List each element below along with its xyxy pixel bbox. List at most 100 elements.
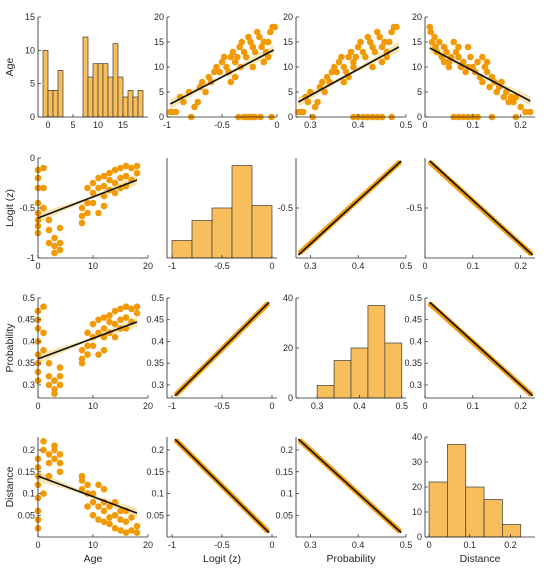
histogram-bar	[92, 63, 99, 118]
scatter-point	[507, 93, 515, 101]
x-tick-label: 0	[269, 540, 274, 550]
histogram-bar	[82, 36, 89, 118]
panel-r1-c0: 0 10 20 -1 -0.5 0 Logit (z)	[4, 153, 153, 271]
scatter-point	[117, 174, 124, 182]
y-tick-label: 0.05	[146, 510, 164, 520]
scatter-point	[299, 108, 307, 116]
scatter-point	[357, 38, 364, 46]
scatter-point	[133, 169, 141, 177]
scatter-point	[172, 108, 180, 116]
scatter-point	[100, 314, 108, 321]
scatter-point	[95, 209, 102, 217]
scatter-point	[216, 68, 224, 76]
scatter-point	[111, 511, 119, 519]
scatter-point	[510, 98, 517, 106]
scatter-point	[205, 73, 213, 81]
y-axis-label: Age	[4, 58, 16, 77]
scatter-point	[111, 166, 119, 174]
scatter-point	[369, 63, 376, 71]
y-tick-label: 0	[159, 112, 164, 122]
y-tick-label: 0	[417, 532, 422, 542]
scatter-point	[242, 53, 250, 61]
scatter-point	[106, 318, 113, 326]
histogram-bar	[502, 524, 522, 538]
x-tick-label: 0.4	[352, 261, 365, 271]
scatter-point	[128, 305, 135, 313]
x-axis-label: Probability	[326, 553, 376, 565]
histogram-bar	[87, 76, 94, 118]
histogram-bar	[137, 89, 144, 118]
y-tick-label: 15	[412, 37, 422, 47]
scatter-point	[488, 73, 496, 81]
panel-r3-c2: 0.3 0.4 0.5 0.05 0.1 0.15 0.2 Probability	[275, 437, 412, 565]
x-tick-label: -1	[168, 261, 176, 271]
scatter-point	[378, 58, 386, 66]
scatter-point	[111, 525, 119, 532]
scatter-point	[84, 209, 91, 217]
histogram-bar	[107, 76, 114, 118]
y-tick-label: 0.15	[146, 467, 164, 477]
y-tick-label: 10	[412, 507, 422, 517]
scatter-point	[95, 329, 102, 337]
scatter-point	[100, 172, 108, 180]
fit-line	[429, 301, 534, 397]
x-tick-label: 15	[118, 120, 128, 130]
scatter-point	[100, 507, 108, 515]
scatter-point	[95, 184, 102, 192]
x-tick-label: 10	[88, 261, 98, 271]
scatter-point	[117, 527, 124, 534]
y-tick-label: 0.4	[409, 336, 422, 346]
x-axis-label: Logit (z)	[203, 553, 241, 565]
scatter-point	[40, 490, 47, 497]
scatter-point	[117, 516, 124, 523]
scatter-point	[45, 216, 53, 224]
scatter-point	[191, 103, 198, 111]
scatter-point	[40, 446, 47, 454]
scatter-point	[89, 511, 97, 519]
fit-line	[429, 160, 534, 256]
x-tick-label: 0	[35, 540, 40, 550]
fit-line	[169, 49, 275, 105]
y-tick-label: 0.1	[280, 489, 293, 499]
x-tick-label: 0	[269, 401, 274, 411]
panel-r0-c0: 0 5 10 15 0 5 10 15 Age	[4, 12, 148, 130]
scatter-point	[371, 48, 379, 56]
scatter-point	[56, 372, 64, 380]
y-tick-label: 20	[412, 482, 422, 492]
y-tick-label: 0	[30, 112, 35, 122]
histogram-bar	[52, 89, 59, 118]
scatter-point	[198, 78, 206, 86]
scatter-point	[95, 174, 102, 182]
y-tick-label: 0.35	[404, 358, 422, 368]
y-tick-label: 0.3	[151, 380, 164, 390]
x-tick-label: 0.3	[304, 540, 317, 550]
scatter-point	[56, 364, 64, 371]
histogram-bar	[97, 63, 104, 118]
y-tick-label: 0.4	[151, 336, 164, 346]
scatter-point	[231, 58, 239, 66]
histogram-bar	[465, 486, 485, 538]
scatter-point	[100, 192, 108, 200]
scatter-point	[500, 93, 508, 101]
scatter-point	[84, 184, 91, 192]
scatter-point	[84, 342, 91, 350]
scatter-point	[180, 98, 187, 106]
y-tick-label: 0.3	[409, 380, 422, 390]
y-tick-label: 40	[412, 432, 422, 442]
y-tick-label: 0.45	[404, 315, 422, 325]
histogram-bar	[447, 444, 467, 538]
histogram-bar	[122, 96, 129, 118]
fit-line	[429, 47, 531, 102]
x-tick-label: 0	[35, 261, 40, 271]
scatter-point	[505, 98, 512, 106]
histogram-bar	[211, 207, 233, 259]
y-tick-label: 20	[154, 12, 164, 22]
scatter-point	[106, 520, 113, 528]
scatter-point	[333, 68, 340, 76]
scatter-point	[338, 53, 345, 61]
histogram-bar	[428, 481, 448, 538]
panel-r2-c1: -1 -0.5 0 0.3 0.35 0.4 0.45 0.5	[146, 293, 277, 411]
scatter-point	[249, 43, 257, 51]
x-axis-label: Distance	[460, 553, 501, 565]
scatter-point	[89, 179, 97, 187]
